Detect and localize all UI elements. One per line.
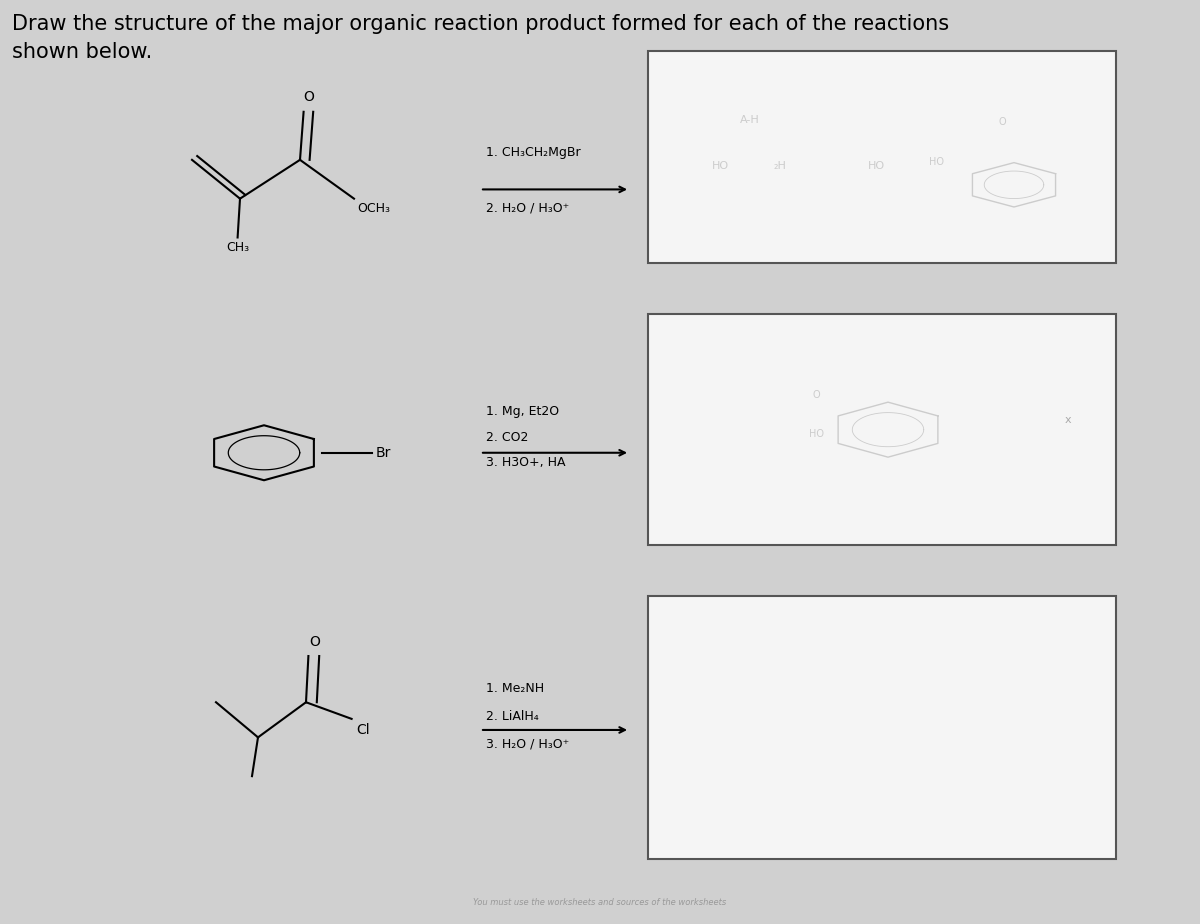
Text: O: O <box>308 635 320 649</box>
Text: ₂H: ₂H <box>774 162 786 171</box>
Text: 3. H3O+, HA: 3. H3O+, HA <box>486 456 565 469</box>
Text: HO: HO <box>809 430 824 439</box>
FancyBboxPatch shape <box>648 596 1116 859</box>
Text: Br: Br <box>376 445 391 460</box>
Text: Cl: Cl <box>356 723 370 736</box>
Text: 2. CO2: 2. CO2 <box>486 431 528 444</box>
Text: You must use the worksheets and sources of the worksheets: You must use the worksheets and sources … <box>473 898 727 907</box>
Text: CH₃: CH₃ <box>226 241 250 254</box>
FancyBboxPatch shape <box>648 314 1116 545</box>
Text: x: x <box>1064 416 1072 425</box>
Text: OCH₃: OCH₃ <box>358 202 391 215</box>
Text: HO: HO <box>929 157 943 166</box>
Text: 3. H₂O / H₃O⁺: 3. H₂O / H₃O⁺ <box>486 737 569 750</box>
Text: HO: HO <box>712 162 728 171</box>
Text: 1. CH₃CH₂MgBr: 1. CH₃CH₂MgBr <box>486 146 581 159</box>
Text: 1. Mg, Et2O: 1. Mg, Et2O <box>486 405 559 418</box>
Text: shown below.: shown below. <box>12 42 152 62</box>
Text: O: O <box>812 390 820 399</box>
FancyBboxPatch shape <box>648 51 1116 263</box>
Text: Draw the structure of the major organic reaction product formed for each of the : Draw the structure of the major organic … <box>12 14 949 34</box>
Text: O: O <box>998 117 1006 127</box>
Text: 2. H₂O / H₃O⁺: 2. H₂O / H₃O⁺ <box>486 201 569 214</box>
Text: 2. LiAlH₄: 2. LiAlH₄ <box>486 710 539 723</box>
Text: A-H: A-H <box>740 116 760 125</box>
Text: O: O <box>302 91 314 104</box>
Text: 29915da brs 2916ibennstni: 29915da brs 2916ibennstni <box>864 51 1018 61</box>
Text: 1. Me₂NH: 1. Me₂NH <box>486 682 544 695</box>
Text: HO: HO <box>868 162 884 171</box>
